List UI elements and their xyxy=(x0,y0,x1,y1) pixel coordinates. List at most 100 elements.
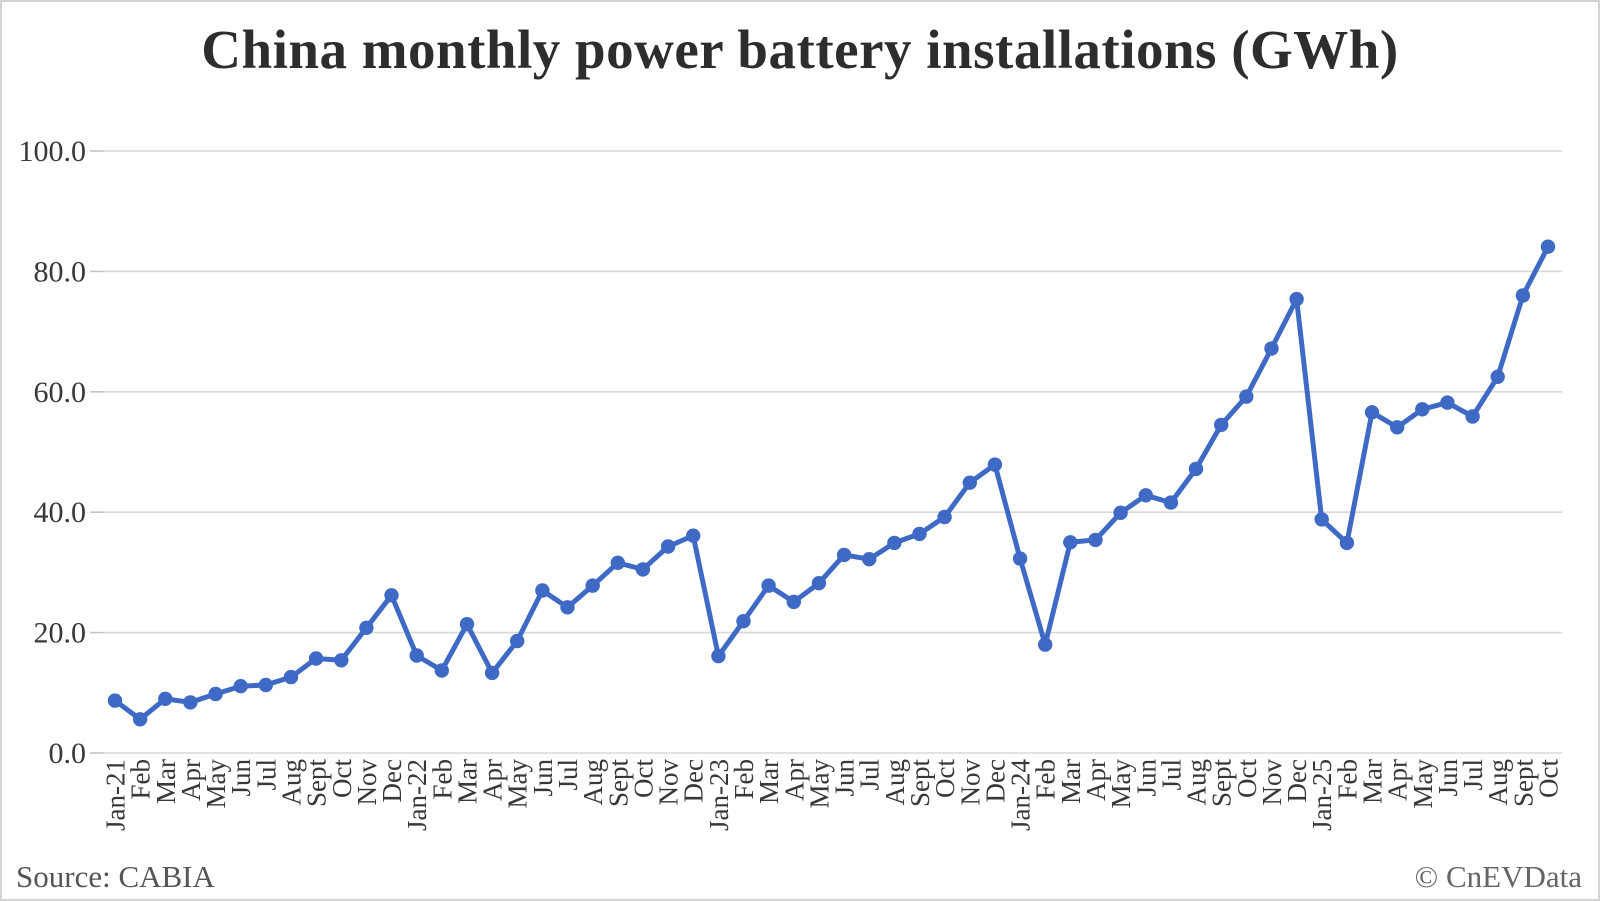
x-tick-label: Mar xyxy=(1358,759,1388,804)
x-tick-label: Apr xyxy=(779,759,809,801)
data-point xyxy=(1314,512,1329,527)
data-point xyxy=(1515,288,1531,303)
data-point xyxy=(359,620,374,635)
x-tick-label: Jan-21 xyxy=(101,759,131,831)
x-tick-label: Aug xyxy=(276,759,306,806)
x-tick-label: Apr xyxy=(1383,759,1413,801)
x-tick-label: Oct xyxy=(1232,759,1262,798)
x-tick-label: Jun xyxy=(528,759,558,797)
data-point xyxy=(1012,551,1028,566)
x-tick-label: Jun xyxy=(830,759,860,797)
x-tick-label: May xyxy=(201,759,231,809)
y-tick-label: 40.0 xyxy=(34,496,87,529)
data-point xyxy=(1063,535,1078,550)
data-line xyxy=(112,244,1551,722)
data-point xyxy=(1440,395,1455,410)
x-tick-label: May xyxy=(804,759,834,809)
data-point xyxy=(660,539,676,554)
data-point xyxy=(510,633,525,649)
y-tick-label: 20.0 xyxy=(34,617,87,650)
x-tick-label: Aug xyxy=(1483,759,1513,806)
x-tick-label: Oct xyxy=(327,759,357,798)
x-tick-label: Nov xyxy=(1257,759,1287,806)
x-tick-label: Dec xyxy=(377,759,407,802)
chart-title: China monthly power battery installation… xyxy=(201,19,1399,80)
x-tick-label: Jul xyxy=(1458,759,1488,791)
data-point xyxy=(409,648,424,663)
data-point xyxy=(761,578,776,593)
data-point xyxy=(158,691,173,706)
data-point xyxy=(836,547,852,563)
data-point xyxy=(484,665,500,681)
data-point xyxy=(434,663,449,678)
x-tick-label: Aug xyxy=(1182,759,1212,806)
data-point xyxy=(862,552,877,567)
x-tick-label: May xyxy=(1106,759,1136,809)
x-tick-label: Mar xyxy=(1056,759,1086,804)
data-point xyxy=(585,578,600,593)
x-tick-label: Apr xyxy=(478,759,508,801)
x-tick-label: Mar xyxy=(754,759,784,804)
y-tick-label: 0.0 xyxy=(49,737,87,770)
data-point xyxy=(208,686,223,702)
x-tick-label: Aug xyxy=(880,759,910,806)
data-point xyxy=(736,614,751,629)
x-tick-label: Jan-24 xyxy=(1006,759,1036,831)
x-tick-label: Feb xyxy=(1332,759,1362,800)
data-point xyxy=(107,693,123,708)
x-tick-label: Sept xyxy=(1508,759,1538,808)
x-tick-label: May xyxy=(503,759,533,809)
data-point xyxy=(535,583,550,598)
data-point xyxy=(1138,488,1154,503)
data-point xyxy=(1214,417,1229,433)
x-tick-label: Sept xyxy=(603,759,633,808)
credit-label: © CnEVData xyxy=(1414,859,1582,894)
x-tick-label: Jan-23 xyxy=(704,759,734,831)
data-point xyxy=(1038,637,1053,652)
x-tick-label: Nov xyxy=(654,759,684,806)
data-point xyxy=(183,695,198,710)
data-point xyxy=(1239,389,1254,404)
data-point xyxy=(912,526,927,542)
data-point xyxy=(459,617,475,632)
x-tick-label: Feb xyxy=(126,759,156,800)
data-point xyxy=(1364,405,1380,420)
data-point xyxy=(258,677,273,693)
x-tick-label: Jul xyxy=(1156,759,1186,791)
x-tick-label: Aug xyxy=(578,759,608,806)
x-tick-label: Oct xyxy=(1534,759,1564,798)
x-tick-label: May xyxy=(1408,759,1438,809)
data-point xyxy=(937,509,952,525)
data-point xyxy=(1390,420,1405,435)
data-point xyxy=(635,562,651,577)
data-point xyxy=(334,653,349,668)
data-point xyxy=(1339,535,1355,551)
x-tick-label: Jan-25 xyxy=(1307,759,1337,831)
data-point xyxy=(560,600,575,615)
x-tick-label: Apr xyxy=(176,759,206,801)
x-tick-label: Feb xyxy=(427,759,457,800)
data-point xyxy=(308,651,324,666)
x-tick-label: Feb xyxy=(1031,759,1061,800)
data-point xyxy=(132,712,148,727)
x-tick-label: Feb xyxy=(729,759,759,800)
y-tick-label: 60.0 xyxy=(34,376,87,409)
x-tick-label: Nov xyxy=(352,759,382,806)
x-tick-label: Oct xyxy=(628,759,658,798)
data-point xyxy=(811,576,827,591)
x-tick-label: Apr xyxy=(1081,759,1111,801)
data-point xyxy=(711,648,726,664)
data-point xyxy=(283,669,299,685)
data-point xyxy=(1289,291,1304,307)
x-tick-label: Dec xyxy=(679,759,709,802)
data-point xyxy=(1163,495,1179,510)
data-point xyxy=(1113,505,1128,520)
x-tick-label: Nov xyxy=(955,759,985,806)
x-tick-label: Jul xyxy=(251,759,281,791)
x-tick-label: Jul xyxy=(553,759,583,791)
x-tick-label: Sept xyxy=(905,759,935,808)
data-point xyxy=(1264,341,1279,356)
data-point xyxy=(610,555,625,570)
data-point xyxy=(1188,461,1204,477)
